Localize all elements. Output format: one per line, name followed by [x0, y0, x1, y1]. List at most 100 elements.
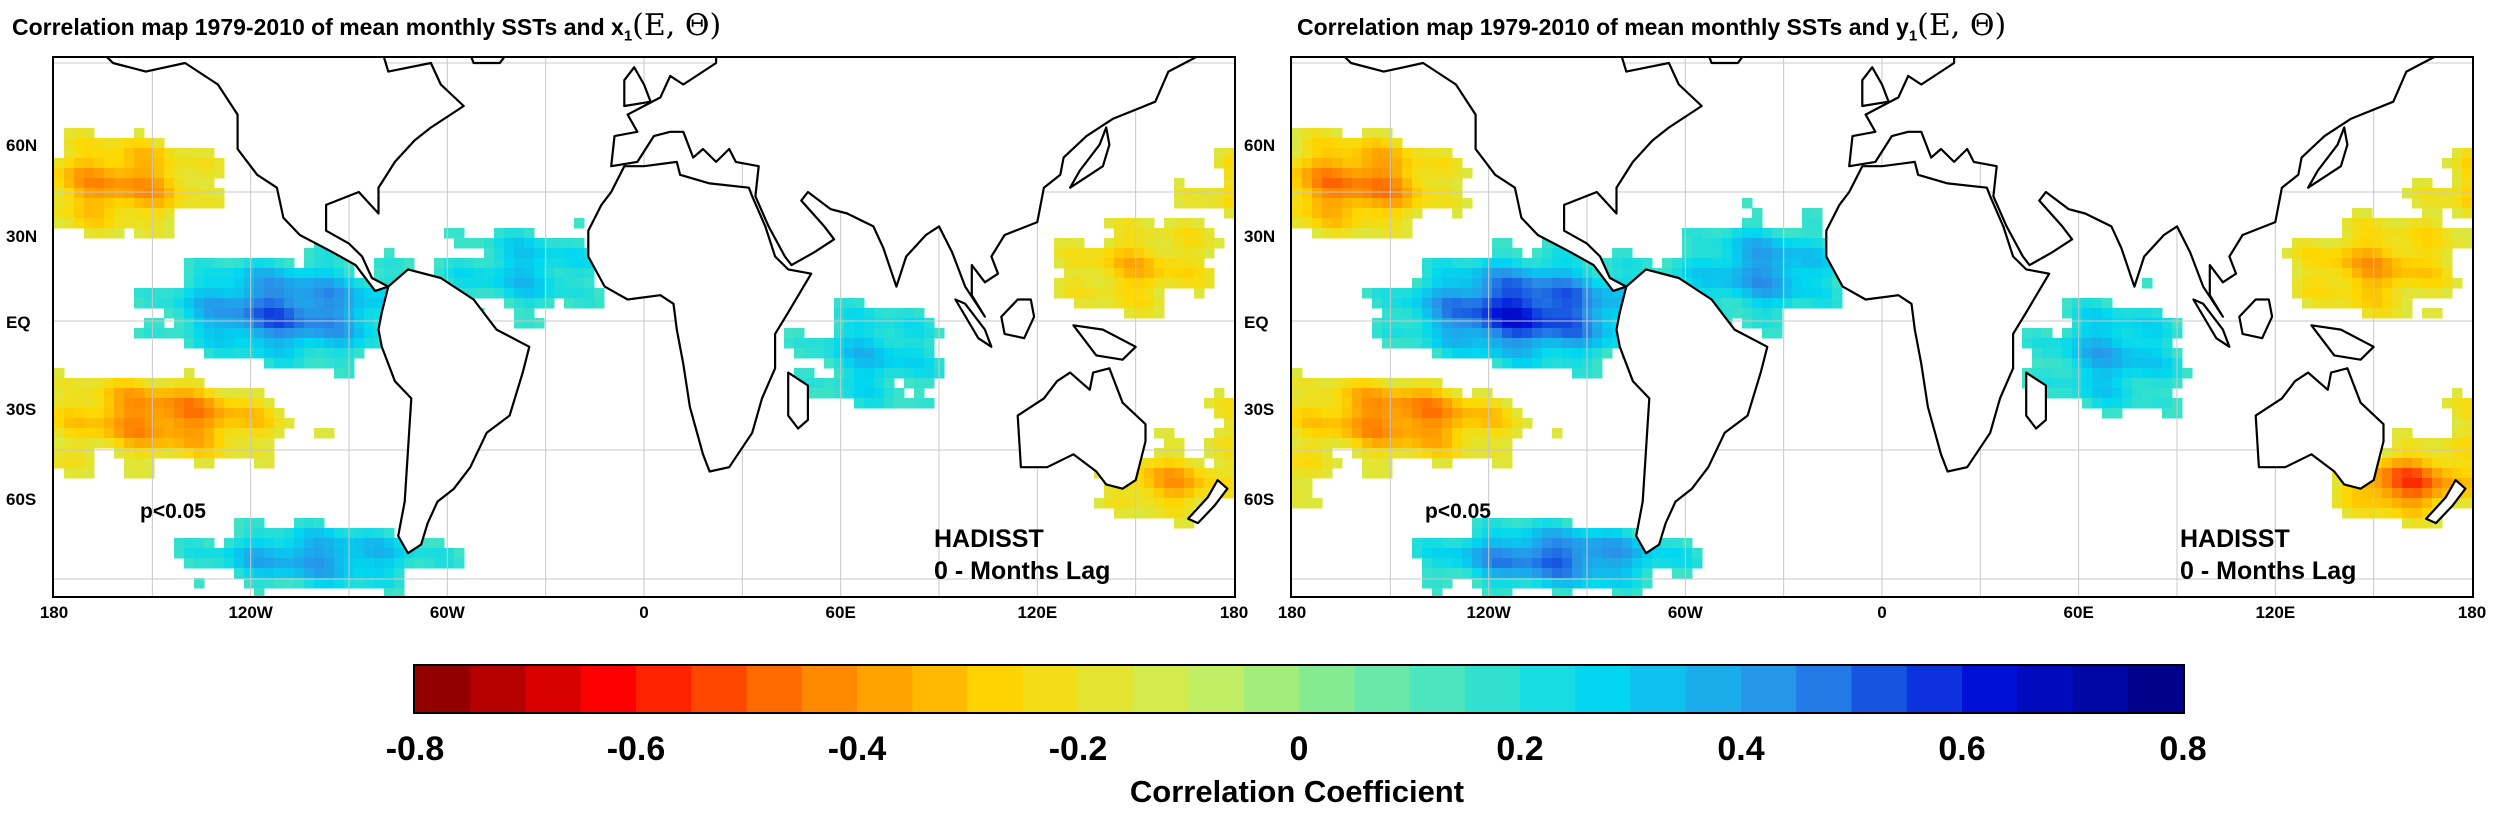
sst-cell — [1482, 578, 1493, 589]
sst-cell — [354, 348, 365, 359]
sst-cell — [834, 348, 845, 359]
landmass — [1016, 367, 1147, 490]
sst-cell — [1452, 188, 1463, 199]
sst-cell — [874, 328, 885, 339]
sst-cell — [174, 148, 185, 159]
sst-cell — [1084, 248, 1095, 259]
sst-cell — [1074, 288, 1085, 299]
sst-cell — [2352, 298, 2363, 309]
sst-cell — [1462, 438, 1473, 449]
sst-cell — [1512, 528, 1523, 539]
sst-cell — [1372, 228, 1383, 239]
sst-cell — [2042, 328, 2053, 339]
sst-cell — [1482, 348, 1493, 359]
sst-cell — [1662, 538, 1673, 549]
sst-cell — [1312, 138, 1323, 149]
sst-cell — [1372, 388, 1383, 399]
sst-cell — [134, 428, 145, 439]
sst-cell — [1164, 228, 1175, 239]
sst-cell — [174, 158, 185, 169]
sst-cell — [1482, 428, 1493, 439]
sst-cell — [1224, 478, 1234, 489]
sst-cell — [1552, 338, 1563, 349]
sst-cell — [1332, 438, 1343, 449]
sst-cell — [534, 248, 545, 259]
sst-cell — [274, 528, 285, 539]
sst-cell — [1632, 538, 1643, 549]
sst-cell — [1322, 398, 1333, 409]
sst-cell — [2382, 218, 2393, 229]
sst-cell — [1204, 448, 1215, 459]
sst-cell — [914, 368, 925, 379]
sst-cell — [214, 258, 225, 269]
sst-cell — [1832, 288, 1843, 299]
sst-cell — [854, 358, 865, 369]
sst-cell — [1104, 278, 1115, 289]
sst-cell — [1662, 258, 1673, 269]
sst-cell — [134, 208, 145, 219]
sst-cell — [1702, 278, 1713, 289]
sst-cell — [1332, 418, 1343, 429]
sst-cell — [2412, 468, 2423, 479]
sst-cell — [2322, 248, 2333, 259]
sst-cell — [364, 298, 375, 309]
sst-cell — [2442, 278, 2453, 289]
sst-cell — [284, 258, 295, 269]
colorbar-tick: -0.6 — [606, 730, 666, 768]
sst-cell — [884, 358, 895, 369]
sst-cell — [1422, 158, 1433, 169]
sst-cell — [1512, 328, 1523, 339]
sst-cell — [524, 268, 535, 279]
sst-cell — [1312, 398, 1323, 409]
sst-cell — [184, 438, 195, 449]
sst-cell — [2372, 508, 2383, 519]
sst-cell — [1512, 578, 1523, 589]
sst-cell — [2292, 248, 2303, 259]
sst-cell — [144, 398, 155, 409]
colorbar-step — [1022, 666, 1079, 712]
sst-cell — [254, 448, 265, 459]
sst-cell — [824, 348, 835, 359]
sst-cell — [1224, 438, 1234, 449]
sst-cell — [1472, 578, 1483, 589]
latitude-tick-label: 60N — [1244, 136, 1276, 155]
sst-cell — [1632, 268, 1643, 279]
sst-cell — [2382, 238, 2393, 249]
sst-cell — [1402, 388, 1413, 399]
sst-cell — [1292, 418, 1303, 429]
sst-cell — [144, 188, 155, 199]
sst-cell — [184, 428, 195, 439]
sst-cell — [514, 228, 525, 239]
sst-cell — [2412, 278, 2423, 289]
sst-cell — [474, 258, 485, 269]
sst-cell — [554, 288, 565, 299]
sst-cell — [1492, 278, 1503, 289]
sst-cell — [1522, 418, 1533, 429]
sst-cell — [1762, 268, 1773, 279]
sst-cell — [1432, 338, 1443, 349]
sst-cell — [1412, 548, 1423, 559]
sst-cell — [84, 228, 95, 239]
sst-cell — [1752, 208, 1763, 219]
sst-cell — [2402, 218, 2413, 229]
sst-cell — [2402, 508, 2413, 519]
sst-cell — [1392, 318, 1403, 329]
sst-cell — [114, 168, 125, 179]
landmass — [1848, 58, 2435, 318]
sst-cell — [514, 268, 525, 279]
sst-cell — [2312, 288, 2323, 299]
sst-cell — [124, 418, 135, 429]
sst-cell — [1064, 288, 1075, 299]
sst-cell — [164, 418, 175, 429]
sst-cell — [2052, 368, 2063, 379]
sst-cell — [2452, 158, 2463, 169]
sst-cell — [1312, 458, 1323, 469]
sst-cell — [1372, 418, 1383, 429]
sst-cell — [1522, 578, 1533, 589]
sst-cell — [204, 448, 215, 459]
sst-cell — [1214, 408, 1225, 419]
sst-cell — [1602, 318, 1613, 329]
sst-cell — [1372, 458, 1383, 469]
sst-cell — [2342, 218, 2353, 229]
sst-cell — [1532, 548, 1543, 559]
